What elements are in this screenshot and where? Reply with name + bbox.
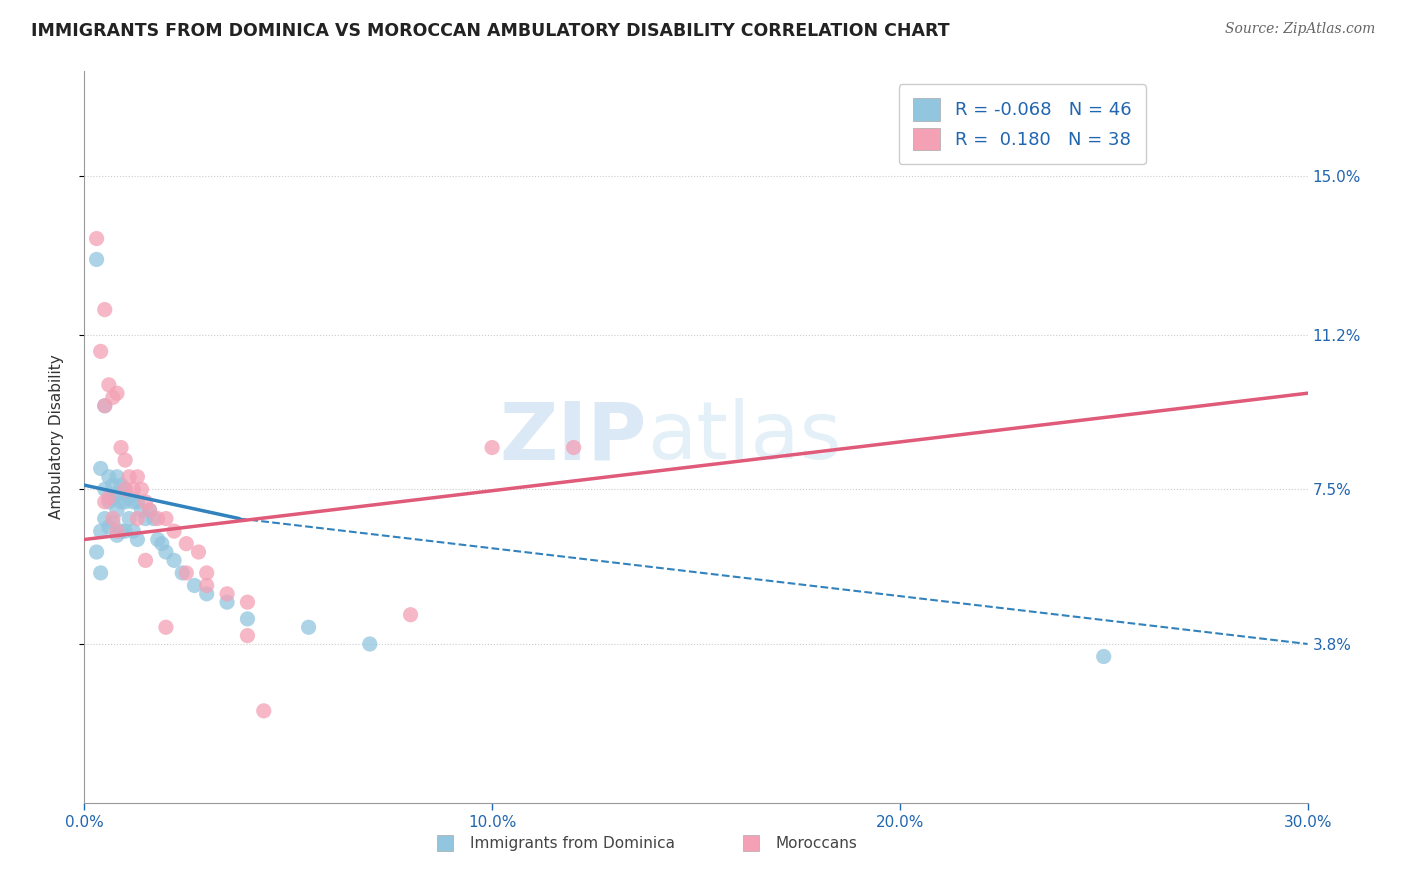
Point [253,704,276,718]
Text: Source: ZipAtlas.com: Source: ZipAtlas.com [1225,22,1375,37]
Point [97,377,120,392]
Point [90,524,112,538]
Point [122,495,145,509]
Point [86,545,108,559]
Point [90,344,112,359]
Point [155,545,177,559]
Point [163,553,186,567]
Point [135,553,157,567]
Point [135,495,157,509]
Point [93,399,115,413]
Point [195,587,218,601]
Point [110,495,132,509]
Point [359,637,381,651]
Point [399,607,422,622]
Point [183,578,205,592]
Point [122,524,145,538]
Point [101,478,124,492]
Point [97,520,120,534]
Point [187,545,209,559]
Point [114,483,136,497]
Legend: R = -0.068   N = 46, R =  0.180   N = 38: R = -0.068 N = 46, R = 0.180 N = 38 [898,84,1146,164]
Point [86,252,108,267]
Point [142,511,165,525]
Point [97,470,120,484]
Point [174,536,197,550]
Point [195,566,218,580]
Point [93,483,115,497]
Point [97,495,120,509]
Point [105,503,128,517]
Point [93,399,115,413]
Point [101,516,124,530]
Point [114,453,136,467]
Point [298,620,321,634]
Point [127,533,149,547]
Point [118,511,141,525]
Text: IMMIGRANTS FROM DOMINICA VS MOROCCAN AMBULATORY DISABILITY CORRELATION CHART: IMMIGRANTS FROM DOMINICA VS MOROCCAN AMB… [31,22,949,40]
Point [110,478,132,492]
Point [93,511,115,525]
Text: ZIP: ZIP [499,398,647,476]
Point [90,461,112,475]
Point [172,566,194,580]
Point [105,524,128,538]
Point [110,524,132,538]
Point [101,491,124,505]
Point [114,495,136,509]
Point [93,495,115,509]
Point [105,470,128,484]
Text: atlas: atlas [647,398,841,476]
Point [195,578,218,592]
Point [131,503,153,517]
Point [217,595,239,609]
Point [138,503,160,517]
Point [114,524,136,538]
Point [101,511,124,525]
Text: Moroccans: Moroccans [776,836,858,851]
Point [131,483,153,497]
Point [127,470,149,484]
Point [1092,649,1115,664]
Point [163,524,186,538]
Point [110,441,132,455]
Point [86,231,108,245]
Point [217,587,239,601]
Point [236,595,259,609]
Point [236,629,259,643]
Point [114,483,136,497]
Point [93,302,115,317]
Point [138,503,160,517]
Point [146,511,169,525]
Point [118,491,141,505]
Point [105,386,128,401]
Point [236,612,259,626]
Point [481,441,503,455]
Point [150,536,173,550]
Point [127,495,149,509]
Point [101,390,124,404]
Point [105,528,128,542]
Point [146,533,169,547]
Point [135,511,157,525]
Point [122,483,145,497]
Point [174,566,197,580]
Text: Immigrants from Dominica: Immigrants from Dominica [470,836,675,851]
Point [155,511,177,525]
Point [90,566,112,580]
Point [105,486,128,500]
Point [155,620,177,634]
Point [97,491,120,505]
Point [127,511,149,525]
Point [562,441,585,455]
Y-axis label: Ambulatory Disability: Ambulatory Disability [49,355,63,519]
Point [118,470,141,484]
